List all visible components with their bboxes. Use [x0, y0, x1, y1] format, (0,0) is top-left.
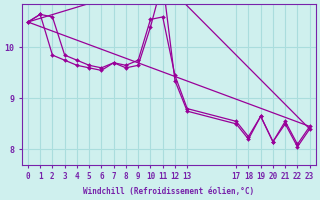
X-axis label: Windchill (Refroidissement éolien,°C): Windchill (Refroidissement éolien,°C) [83, 187, 254, 196]
